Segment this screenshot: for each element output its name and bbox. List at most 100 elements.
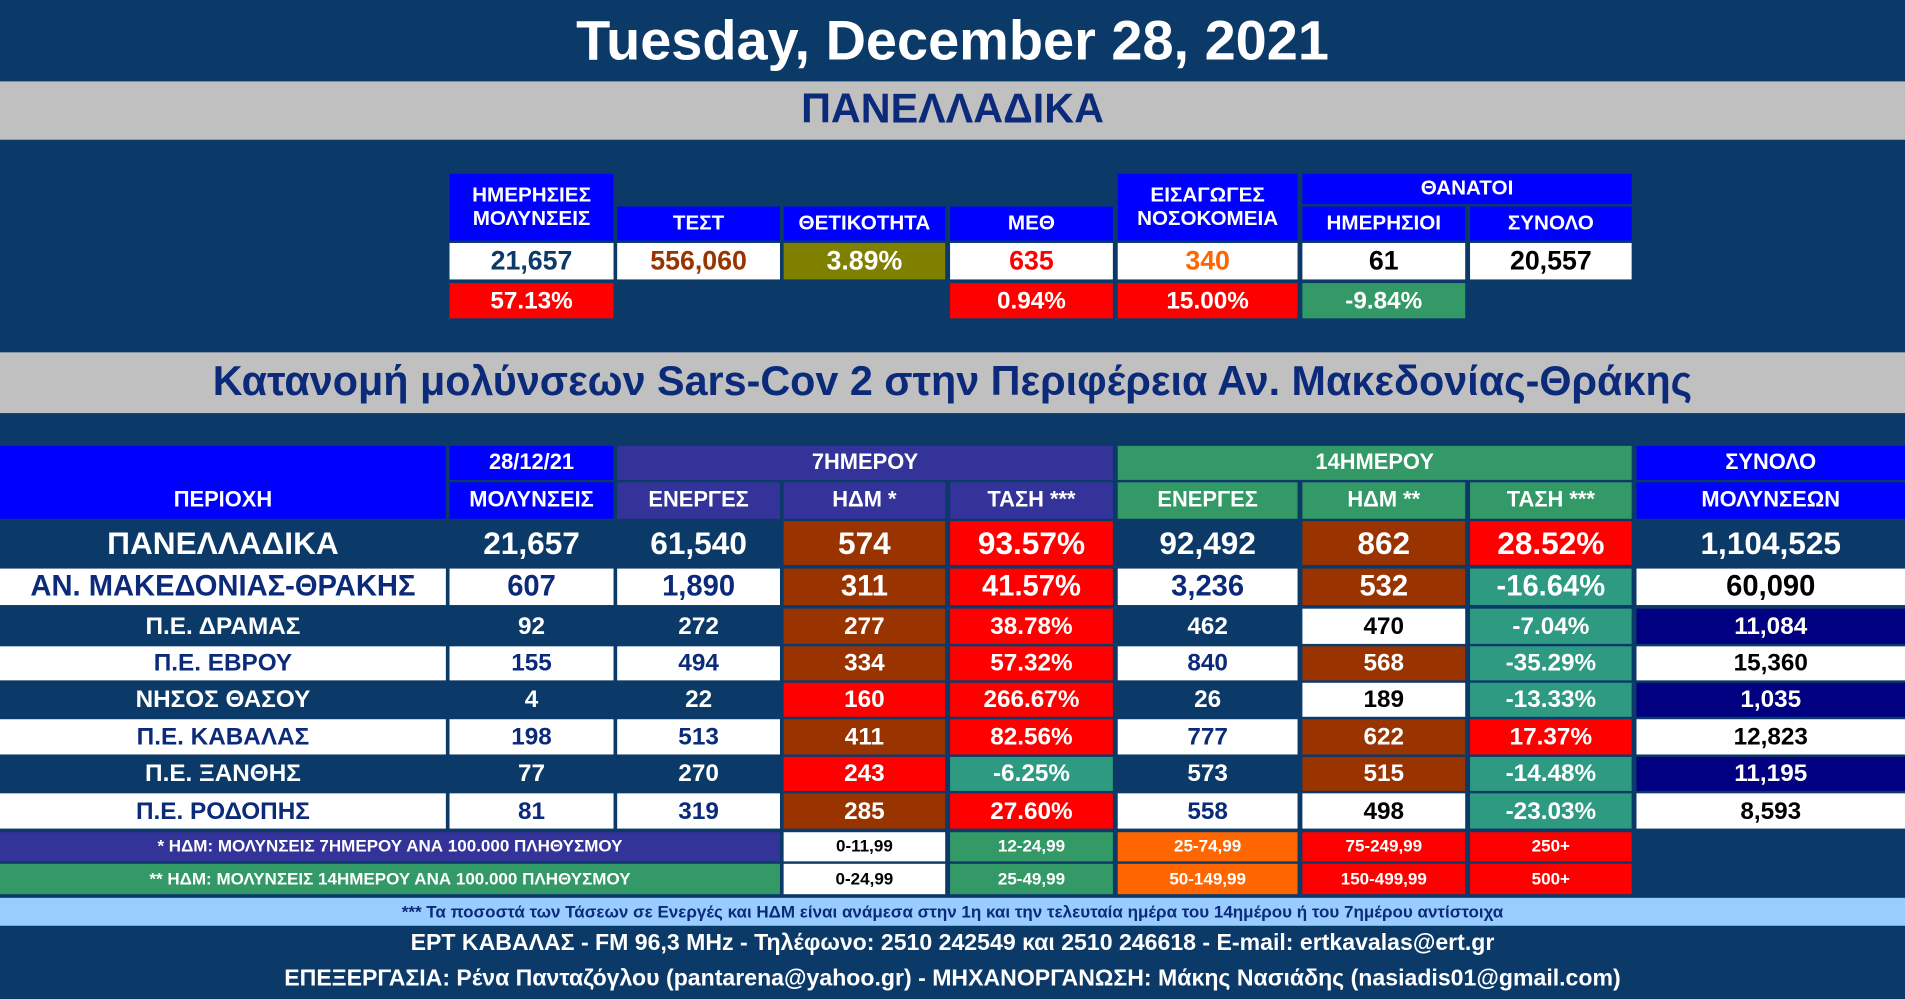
region-value-text: 532 <box>1359 569 1409 603</box>
region-value: 1,035 <box>1636 682 1905 717</box>
region-value: 82.56% <box>950 719 1113 755</box>
region-value: 4 <box>449 682 614 717</box>
region-value: 777 <box>1117 719 1298 755</box>
summary-header: ΕΙΣΑΓΩΓΕΣ ΝΟΣΟΚΟΜΕΙΑ <box>1117 173 1298 241</box>
region-value-text: 270 <box>678 760 719 788</box>
region-value-text: 155 <box>511 649 552 677</box>
region-value-text: 28.52% <box>1497 524 1605 561</box>
region-value: 494 <box>617 646 780 681</box>
region-name: Π.Ε. ΚΑΒΑΛΑΣ <box>0 719 446 755</box>
region-value-text: 840 <box>1187 649 1228 677</box>
region-value: 568 <box>1302 646 1466 681</box>
region-value-text: -14.48% <box>1505 760 1597 788</box>
summary-value: 3.89% <box>783 242 946 280</box>
summary-header-text: ΗΜΕΡΗΣΙΟΙ <box>1326 210 1442 235</box>
summary-header: ΤΕΣΤ <box>617 206 780 241</box>
regional-header-text: ΗΔΜ * <box>832 487 897 512</box>
region-value-text: 15,360 <box>1733 649 1808 677</box>
region-value-text: 862 <box>1357 524 1411 561</box>
region-name-text: ΠΑΝΕΛΛΑΔΙΚΑ <box>107 524 339 561</box>
region-value: 198 <box>449 719 614 755</box>
region-value-text: 243 <box>844 760 885 788</box>
legend-range-text: 0-24,99 <box>835 868 894 888</box>
region-value-text: 311 <box>840 569 888 603</box>
region-value: -14.48% <box>1470 756 1632 791</box>
region-value-text: 334 <box>844 649 885 677</box>
region-value: 93.57% <box>950 521 1113 565</box>
region-value: 77 <box>449 756 614 791</box>
regional-header: ΜΟΛΥΝΣΕΩΝ <box>1636 482 1905 519</box>
region-value: 532 <box>1302 568 1466 606</box>
legend-range-text: 150-499,99 <box>1340 868 1427 888</box>
regional-group-header: 28/12/21 <box>449 445 614 480</box>
summary-header: ΜΕΘ <box>950 206 1113 241</box>
summary-header-text: ΕΙΣΑΓΩΓΕΣ <box>1150 183 1265 207</box>
summary-header-text: ΘΕΤΙΚΟΤΗΤΑ <box>798 210 931 235</box>
legend-range: 50-149,99 <box>1117 863 1298 895</box>
regional-header-text: ΤΑΣΗ *** <box>987 487 1076 512</box>
legend-range: 150-499,99 <box>1302 863 1466 895</box>
date-title: Tuesday, December 28, 2021 <box>0 0 1905 81</box>
region-value-text: 777 <box>1187 723 1228 751</box>
summary-change-text: -9.84% <box>1345 287 1423 315</box>
region-value-text: -35.29% <box>1505 649 1597 677</box>
region-value: -7.04% <box>1470 608 1632 644</box>
region-name-text: Π.Ε. ΚΑΒΑΛΑΣ <box>136 723 310 751</box>
summary-change-text: 0.94% <box>997 287 1066 315</box>
legend-label: ** ΗΔΜ: ΜΟΛΥΝΣΕΙΣ 14ΗΜΕΡΟΥ ΑΝΑ 100.000 Π… <box>0 863 780 895</box>
footer-line: ΕΡΤ ΚΑΒΑΛΑΣ - FM 96,3 MHz - Τηλέφωνο: 25… <box>0 928 1905 961</box>
regional-group-header: 7ΗΜΕΡΟΥ <box>617 445 1113 480</box>
region-value: 28.52% <box>1470 521 1632 565</box>
region-name-text: Π.Ε. ΔΡΑΜΑΣ <box>145 612 301 640</box>
region-value-text: 57.32% <box>990 649 1073 677</box>
legend-range-text: 50-149,99 <box>1169 868 1246 888</box>
region-value-text: 498 <box>1363 797 1405 825</box>
regional-header-text: ΜΟΛΥΝΣΕΙΣ <box>469 487 594 512</box>
region-value: 15,360 <box>1636 646 1905 681</box>
summary-value-text: 61 <box>1368 245 1399 276</box>
region-value: 1,104,525 <box>1636 521 1905 565</box>
region-name: Π.Ε. ΕΒΡΟΥ <box>0 646 446 681</box>
region-value-text: -23.03% <box>1505 797 1597 825</box>
regional-header: ΕΝΕΡΓΕΣ <box>1117 482 1298 519</box>
legend-range-text: 25-49,99 <box>997 868 1066 888</box>
region-value: 17.37% <box>1470 719 1632 755</box>
summary-change-text: 15.00% <box>1166 287 1249 315</box>
legend-range: 0-11,99 <box>783 832 946 862</box>
region-value-text: 26 <box>1194 686 1222 714</box>
summary-header-text: ΝΟΣΟΚΟΜΕΙΑ <box>1137 205 1279 230</box>
summary-value-text: 20,557 <box>1509 245 1592 276</box>
legend-range-text: 25-74,99 <box>1174 836 1242 856</box>
region-value: 515 <box>1302 756 1466 791</box>
summary-value-text: 556,060 <box>650 245 747 276</box>
region-value: 574 <box>783 521 946 565</box>
summary-change: 15.00% <box>1117 283 1298 319</box>
region-value: 285 <box>783 793 946 829</box>
section-title-text: ΠΑΝΕΛΛΑΔΙΚΑ <box>801 86 1104 133</box>
footnote: *** Τα ποσοστά των Τάσεων σε Ενεργές και… <box>0 897 1905 926</box>
region-value-text: 1,035 <box>1740 686 1802 714</box>
summary-value-text: 340 <box>1185 245 1230 276</box>
region-value-text: 11,195 <box>1734 760 1808 788</box>
region-value: 558 <box>1117 793 1298 829</box>
region-value-text: 513 <box>678 723 719 751</box>
summary-value: 61 <box>1302 242 1466 280</box>
region-value-text: 189 <box>1363 686 1405 714</box>
region-value-text: 277 <box>844 612 885 640</box>
region-value-text: 574 <box>838 524 891 561</box>
region-value-text: 198 <box>511 723 552 751</box>
region-name-text: ΑΝ. ΜΑΚΕΔΟΝΙΑΣ-ΘΡΑΚΗΣ <box>30 569 416 603</box>
region-value-text: 1,104,525 <box>1700 524 1842 561</box>
region-value: 11,084 <box>1636 608 1905 644</box>
region-value-text: 607 <box>507 569 556 603</box>
regional-header-text: ΗΔΜ ** <box>1347 487 1421 512</box>
region-value-text: 60,090 <box>1726 569 1816 603</box>
region-value-text: 92 <box>518 612 546 640</box>
summary-value: 21,657 <box>449 242 614 280</box>
legend-range-text: 500+ <box>1531 868 1570 888</box>
region-name-text: Π.Ε. ΞΑΝΘΗΣ <box>145 760 301 788</box>
region-value: 41.57% <box>950 568 1113 606</box>
regional-header: ΗΔΜ ** <box>1302 482 1466 519</box>
region-value: 3,236 <box>1117 568 1298 606</box>
legend-label-text: ** ΗΔΜ: ΜΟΛΥΝΣΕΙΣ 14ΗΜΕΡΟΥ ΑΝΑ 100.000 Π… <box>149 868 631 888</box>
